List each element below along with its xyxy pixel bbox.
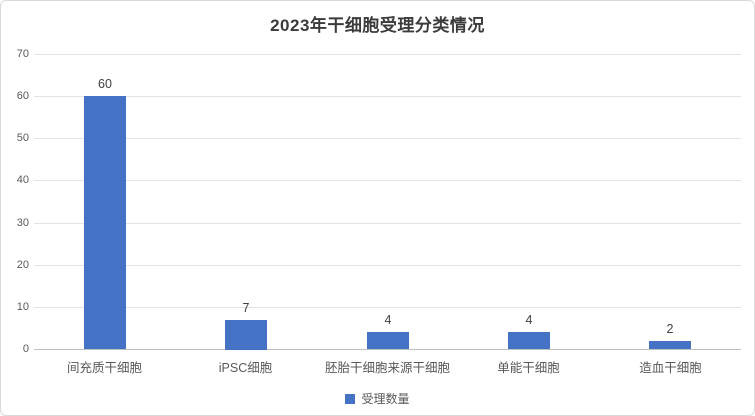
gridline bbox=[34, 138, 741, 139]
category-label: 胚胎干细胞来源干细胞 bbox=[324, 361, 450, 375]
chart-title: 2023年干细胞受理分类情况 bbox=[270, 16, 485, 35]
bar bbox=[84, 96, 126, 349]
y-tick-label: 60 bbox=[16, 90, 29, 102]
bar bbox=[508, 332, 550, 349]
category-label: 间充质干细胞 bbox=[66, 361, 142, 375]
legend: 受理数量 bbox=[1, 390, 754, 407]
bar-value-label: 7 bbox=[242, 301, 250, 315]
gridline bbox=[34, 96, 741, 97]
category-label: iPSC细胞 bbox=[218, 361, 273, 375]
bar-value-label: 60 bbox=[98, 77, 112, 91]
y-tick-label: 20 bbox=[16, 259, 29, 271]
bar-value-label: 2 bbox=[666, 322, 674, 336]
gridline bbox=[34, 307, 741, 308]
legend-marker-icon bbox=[345, 393, 356, 404]
bar bbox=[367, 332, 409, 349]
y-tick-label: 70 bbox=[16, 48, 29, 60]
bar bbox=[225, 320, 267, 350]
x-axis-line bbox=[34, 349, 741, 350]
y-tick-label: 30 bbox=[16, 217, 29, 229]
gridline bbox=[34, 265, 741, 266]
bar-value-label: 4 bbox=[384, 313, 392, 327]
gridline bbox=[34, 223, 741, 224]
gridline bbox=[34, 54, 741, 55]
y-tick-label: 10 bbox=[16, 301, 29, 313]
category-label: 造血干细胞 bbox=[639, 361, 702, 375]
category-label: 单能干细胞 bbox=[497, 361, 560, 375]
y-tick-label: 40 bbox=[16, 174, 29, 186]
y-tick-label: 50 bbox=[16, 132, 29, 144]
gridline bbox=[34, 180, 741, 181]
bar bbox=[649, 341, 691, 349]
y-tick-label: 0 bbox=[22, 343, 29, 355]
legend-label: 受理数量 bbox=[361, 392, 410, 406]
bar-value-label: 4 bbox=[525, 313, 533, 327]
